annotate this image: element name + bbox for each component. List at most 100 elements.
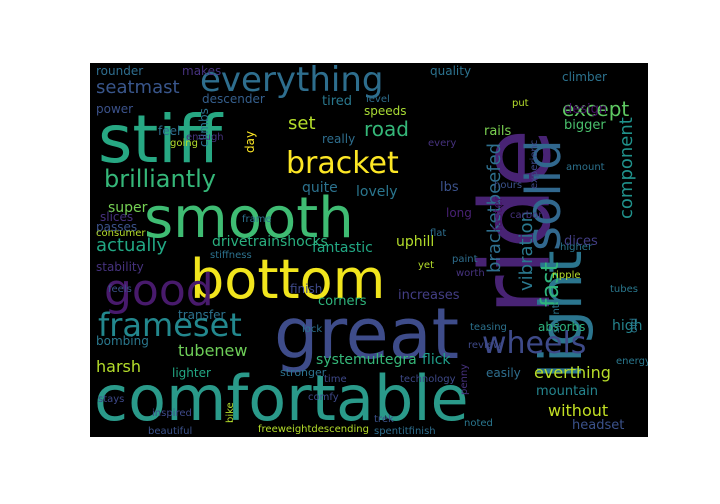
word-review: review [468,340,502,351]
word-energy: energy [616,356,648,367]
word-technology: technology [400,374,456,385]
word-design: design [564,102,608,117]
word-set: set [288,113,316,134]
word-inspired: inspired [152,408,192,419]
word-lbs: lbs [440,180,459,195]
word-rounder: rounder [96,64,144,78]
word-power: power [96,102,134,116]
word-enough: enough [186,132,224,143]
word-component: component [616,117,637,219]
word-fantastic: fantastic [312,240,373,256]
word-flick: flick [422,352,451,368]
word-hours: hours [494,180,523,191]
word-put: put [512,98,529,109]
word-beautiful: beautiful [148,426,193,437]
word-amount: amount [566,162,605,173]
word-bigger: bigger [564,118,606,133]
word-comfy: comfy [308,392,339,403]
word-transfer: transfer [178,308,226,322]
word-seatmast: seatmast [96,77,180,98]
word-lock: lock [302,324,323,335]
word-quite: quite [302,180,338,196]
word-wheels: wheels [482,326,587,361]
word-actually: actually [96,235,168,256]
word-teasing: teasing [470,322,507,333]
word-stiff: stiff [98,101,223,178]
word-old: old [629,317,640,333]
word-really: really [322,132,356,146]
word-experienc: experienc [529,139,540,189]
word-bottom: bottom [190,248,386,311]
word-day: day [243,130,257,153]
word-penny: penny [459,363,470,395]
word-drivetrainshocks: drivetrainshocks [212,234,328,250]
word-tired: tired [322,94,353,109]
word-stability: stability [96,260,144,274]
word-mountain: mountain [536,384,599,399]
word-rails: rails [484,124,512,139]
word-stiffness: stiffness [210,250,252,261]
word-makes: makes [182,64,222,78]
word-systemultegra: systemultegra [316,352,417,368]
word-long: long [446,206,472,220]
word-freeweightdescending: freeweightdescending [258,424,369,435]
word-harsh: harsh [96,357,141,376]
word-higher: higher [560,242,593,253]
word-everything: everything [200,63,384,100]
word-finish: finish [290,282,323,296]
word-tubes: tubes [610,284,638,295]
word-frame: frame [242,214,272,225]
word-bombing: bombing [96,334,149,348]
word-carbon: carbon [510,210,545,221]
word-comfortable: comfortable [94,362,469,435]
word-slices: slices [100,210,134,224]
word-bracket: bracket [286,146,399,181]
word-consumer: consumer [96,228,146,239]
word-time: time [324,374,347,385]
word-without: without [548,401,609,420]
word-lighter: lighter [172,366,211,380]
word-easily: easily [486,366,521,380]
word-flat: flat [430,228,447,239]
word-except: except [562,97,630,121]
word-climber: climber [562,70,607,84]
word-cloud: comfortable bottom smooth great ride stiff lig… [90,63,648,437]
word-tubenew: tubenew [178,341,248,360]
word-road: road [364,117,409,141]
word-absorbs: absorbs [538,320,586,334]
word-quality: quality [430,64,472,78]
word-vibration: vibration [516,211,537,291]
word-high: high [612,318,643,334]
word-every: every [428,138,457,149]
word-super: super [108,200,148,216]
word-dices: dices [564,234,598,249]
word-lovely: lovely [356,184,398,200]
word-paint: paint [452,254,478,265]
word-brilliantly: brilliantly [104,165,216,193]
word-feels: feels [108,284,132,295]
word-noted: noted [464,418,493,429]
word-ripple: ripple [552,270,581,281]
word-feel: feel [158,124,181,138]
word-yet: yet [418,260,434,271]
word-uphill: uphill [396,234,435,250]
word-level: level [366,94,390,105]
word-great: great [274,293,460,375]
word-faster: faster [491,196,505,231]
word-smooth: smooth [144,186,354,251]
word-stays: stays [98,394,125,405]
word-increases: increases [398,288,460,303]
word-everthing: everthing [534,363,611,382]
word-worth: worth [456,268,485,279]
word-frameset: frameset [98,306,242,344]
word-speeds: speeds [364,104,407,118]
word-trek: trek [374,414,394,425]
word-corners: corners [318,294,367,309]
word-headset: headset [572,418,625,433]
word-passes: passes [96,220,138,234]
word-sprints: sprints [551,299,562,333]
word-good: good [104,265,214,316]
word-going: going [170,138,198,149]
word-descender: descender [202,92,265,106]
word-spentitfinish: spentitfinish [374,426,436,437]
